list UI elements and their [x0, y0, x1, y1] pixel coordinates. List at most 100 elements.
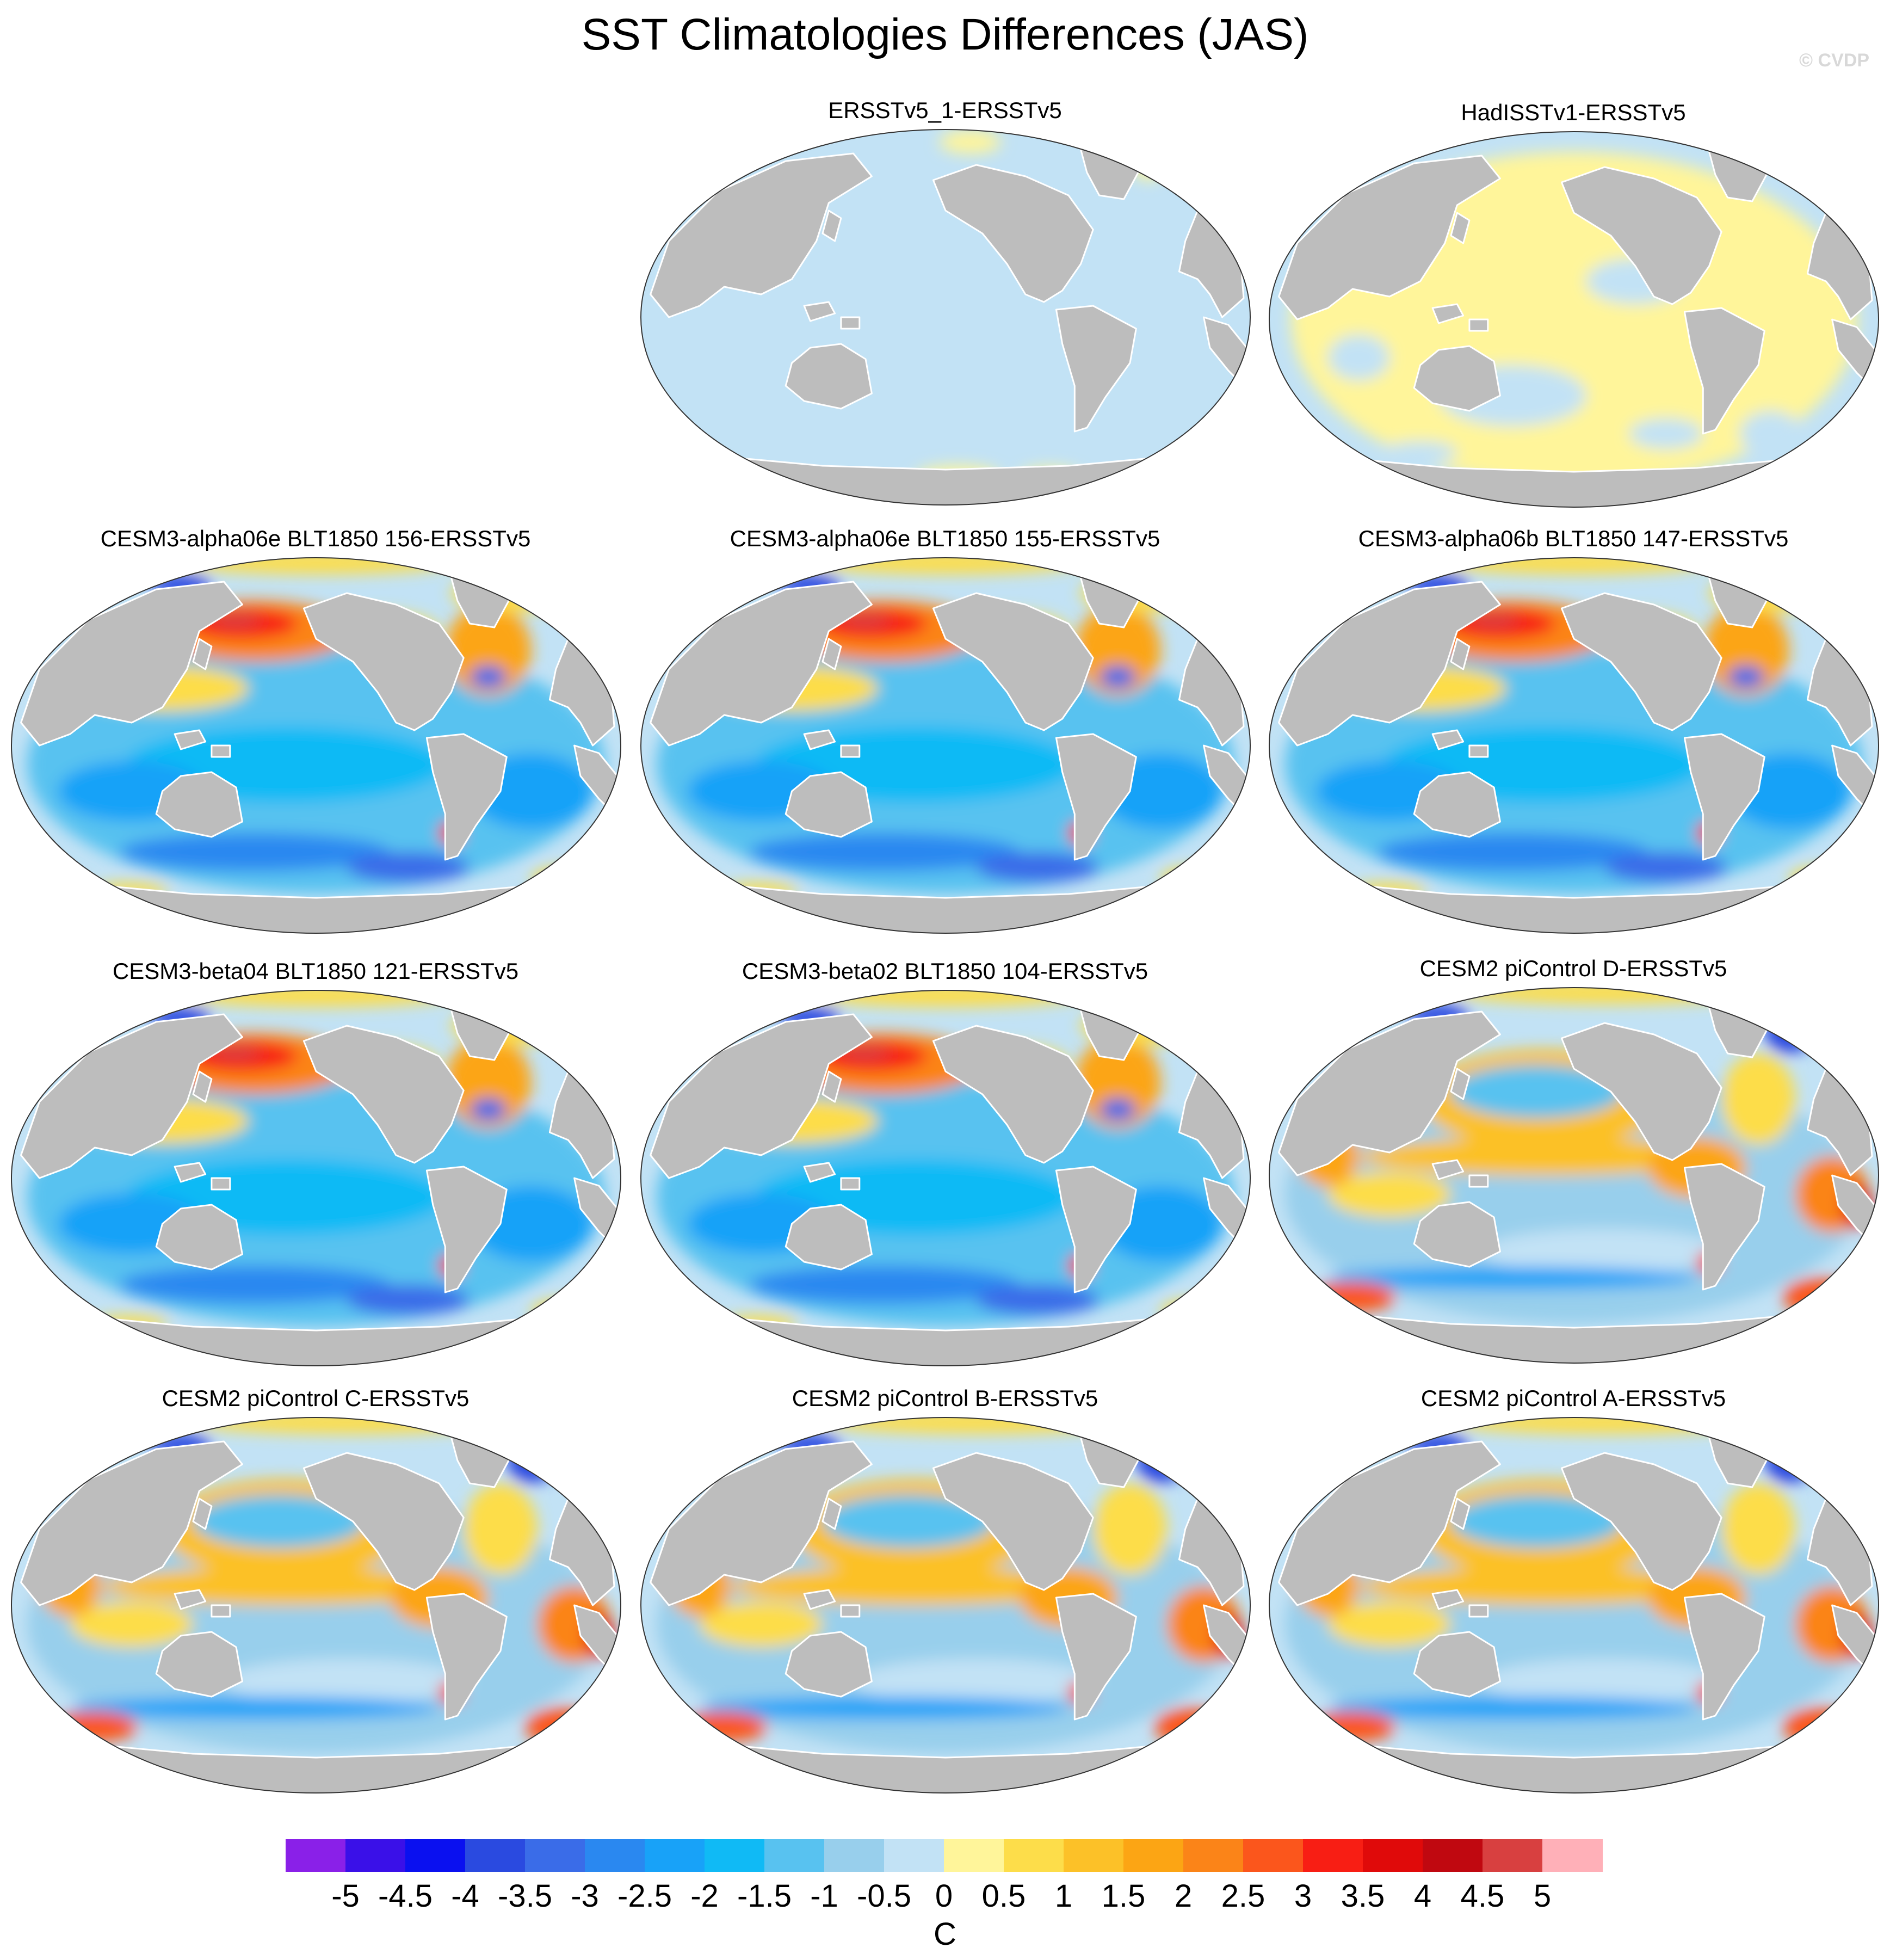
sst-anomaly-region [1789, 867, 1851, 890]
sst-anomaly-region [70, 1601, 193, 1647]
sst-anomaly-region [464, 1483, 538, 1575]
land-mass [932, 592, 1094, 731]
land-mass [803, 1589, 836, 1610]
map-panel [640, 990, 1251, 1366]
sst-anomaly-region [1451, 1495, 1623, 1548]
sst-anomaly-region [347, 1285, 470, 1315]
sst-anomaly-region [224, 1659, 470, 1704]
land-mass [302, 1452, 465, 1591]
land-mass [1683, 1593, 1765, 1721]
land-mass [650, 152, 873, 318]
sst-anomaly-region [1783, 1278, 1857, 1316]
colorbar-tick-label: 2.5 [1221, 1878, 1265, 1914]
panel-title: CESM3-beta04 BLT1850 121-ERSSTv5 [112, 958, 519, 984]
map-panel [1269, 557, 1879, 934]
map-panel [11, 990, 621, 1366]
sst-anomaly-region [1481, 1229, 1728, 1274]
land-mass [1055, 733, 1137, 861]
land-mass [174, 729, 207, 750]
colorbar-tick-label: -2.5 [617, 1878, 672, 1914]
map-panel [640, 557, 1251, 934]
sst-anomaly-region [1740, 411, 1802, 457]
land-mass [803, 1162, 836, 1183]
sst-anomaly-region [749, 833, 1020, 871]
land-mass [650, 581, 873, 747]
map-outline [1269, 131, 1879, 508]
colorbar-tick-label: -5 [331, 1878, 360, 1914]
land-mass [1560, 1452, 1722, 1591]
sst-anomaly-region [1438, 558, 1709, 574]
land-mass [1278, 1010, 1501, 1176]
land-mass [1055, 1166, 1137, 1293]
land-mass [1450, 1497, 1471, 1530]
sst-anomaly-region [1154, 1708, 1228, 1746]
land-mass [211, 1604, 231, 1618]
sst-anomaly-region [70, 1697, 439, 1719]
land-mass [20, 1440, 243, 1606]
colorbar-swatch [585, 1839, 645, 1872]
land-mass [425, 1593, 508, 1721]
land-mass [650, 1013, 873, 1179]
panel-title: CESM3-alpha06e BLT1850 156-ERSSTv5 [100, 526, 531, 551]
sst-anomaly-region [1099, 665, 1137, 688]
map-outline [640, 557, 1251, 934]
land-mass [155, 1204, 243, 1271]
land-mass [785, 771, 873, 838]
sst-anomaly-region [749, 1266, 1020, 1304]
land-mass [20, 581, 243, 747]
colorbar-swatch [465, 1839, 526, 1872]
map-panel [11, 557, 621, 934]
map-outline [640, 129, 1251, 506]
colorbar-swatch [1064, 1839, 1124, 1872]
map-outline [1269, 987, 1879, 1364]
figure-title: SST Climatologies Differences (JAS) [581, 10, 1309, 59]
land-mass [302, 592, 465, 731]
land-mass [1560, 1022, 1722, 1161]
sst-anomaly-region [976, 852, 1100, 883]
land-mass [1560, 592, 1722, 731]
map-outline [1269, 557, 1879, 934]
land-mass [1055, 1593, 1137, 1721]
land-mass [1560, 166, 1722, 305]
sst-anomaly-region [445, 605, 532, 696]
sst-anomaly-region [1328, 1697, 1697, 1719]
land-mass [1413, 1201, 1501, 1268]
land-mass [192, 638, 213, 670]
colorbar-tick-label: -3.5 [498, 1878, 552, 1914]
colorbar-tick-label: 2 [1174, 1878, 1193, 1914]
land-mass [840, 316, 861, 330]
sst-anomaly-region [1451, 1065, 1623, 1118]
colorbar-swatch [1303, 1839, 1363, 1872]
land-mass [302, 1025, 465, 1164]
land-mass [174, 1162, 207, 1183]
sst-anomaly-region [193, 1495, 366, 1548]
colorbar-tick-label: -2 [690, 1878, 719, 1914]
sst-anomaly-region [1310, 1712, 1396, 1742]
land-mass [1468, 1604, 1489, 1618]
sst-anomaly-region [1764, 1008, 1814, 1053]
sst-anomaly-region [470, 665, 507, 688]
sst-anomaly-region [1074, 605, 1161, 696]
colorbar-swatch [884, 1839, 944, 1872]
land-mass [1278, 1440, 1501, 1606]
land-mass [1450, 212, 1471, 244]
sst-anomaly-region [823, 1417, 1130, 1434]
sst-anomaly-region [1328, 1267, 1697, 1290]
land-mass [211, 744, 231, 758]
sst-anomaly-region [681, 1712, 768, 1742]
land-mass [785, 1204, 873, 1271]
sst-anomaly-region [1721, 1483, 1795, 1575]
sst-anomaly-region [531, 867, 593, 890]
land-mass [932, 1452, 1094, 1591]
panel-title: HadISSTv1-ERSSTv5 [1461, 100, 1686, 125]
credit-watermark: © CVDP [1799, 50, 1869, 71]
colorbar-tick-label: 1.5 [1101, 1878, 1146, 1914]
sst-anomaly-region [1160, 1300, 1222, 1323]
colorbar-tick-label: 4.5 [1460, 1878, 1505, 1914]
land-mass [822, 638, 842, 670]
sst-anomaly-region [1629, 418, 1703, 449]
panel-title: CESM3-alpha06e BLT1850 155-ERSSTv5 [730, 526, 1160, 551]
land-mass [840, 744, 861, 758]
colorbar-tick-label: -1.5 [737, 1878, 792, 1914]
sst-anomaly-region [1783, 1708, 1857, 1746]
